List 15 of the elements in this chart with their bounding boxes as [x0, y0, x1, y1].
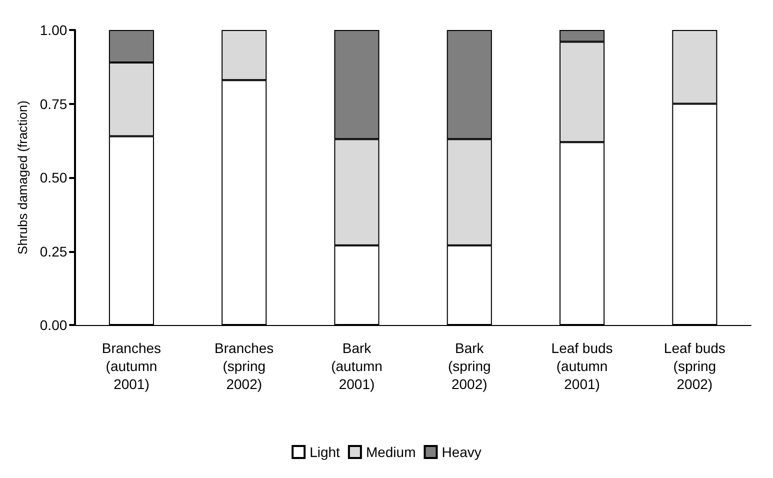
y-tick-label: 0.50	[40, 170, 68, 186]
legend-label: Light	[310, 444, 340, 460]
x-tick-label: Bark (autumn 2001)	[331, 340, 382, 392]
legend-label: Medium	[366, 444, 416, 460]
x-tick-label: Branches (autumn 2001)	[102, 340, 162, 392]
y-tick-label: 1.00	[40, 22, 68, 38]
y-tick-label: 0.00	[40, 317, 68, 333]
x-tick-label: Branches (spring 2002)	[214, 340, 274, 392]
x-tick-label: Bark (spring 2002)	[448, 340, 491, 392]
x-tick-label: Leaf buds (spring 2002)	[664, 340, 726, 392]
legend-label: Heavy	[442, 444, 482, 460]
y-axis-title: Shrubs damaged (fraction)	[15, 100, 30, 254]
y-tick-label: 0.25	[40, 243, 68, 260]
x-tick-label: Leaf buds (autumn 2001)	[551, 340, 613, 392]
y-tick-label: 0.75	[40, 96, 68, 112]
